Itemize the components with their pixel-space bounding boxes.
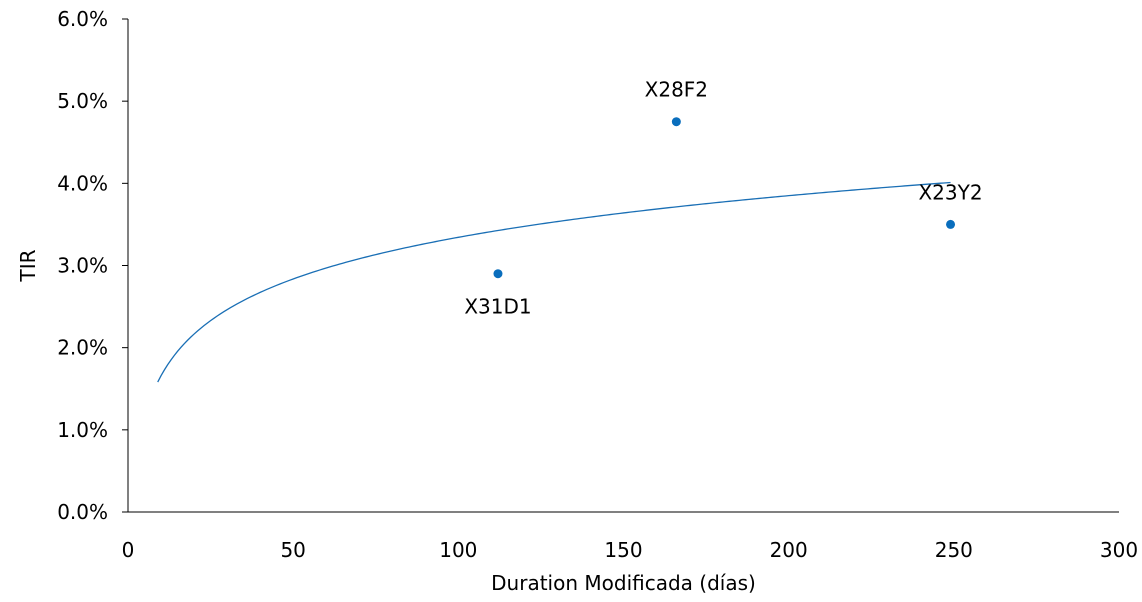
x-tick-label: 150 bbox=[604, 538, 642, 562]
data-point bbox=[493, 269, 503, 279]
y-tick-label: 5.0% bbox=[57, 89, 108, 113]
y-tick-label: 6.0% bbox=[57, 7, 108, 31]
trendline-layer bbox=[157, 181, 951, 383]
y-tick-label: 1.0% bbox=[57, 418, 108, 442]
data-point-label: X31D1 bbox=[464, 295, 531, 319]
data-point-label: X28F2 bbox=[645, 78, 708, 102]
y-axis: 0.0% 1.0% 2.0% 3.0% 4.0% 5.0% 6.0% bbox=[57, 7, 129, 524]
x-tick-label: 300 bbox=[1100, 538, 1138, 562]
y-axis-title: TIR bbox=[16, 249, 40, 282]
y-tick-label: 2.0% bbox=[57, 336, 108, 360]
trendline bbox=[157, 181, 951, 383]
y-tick-label: 0.0% bbox=[57, 500, 108, 524]
x-axis-title: Duration Modificada (días) bbox=[491, 571, 756, 595]
data-point bbox=[946, 219, 956, 229]
x-tick-label: 50 bbox=[280, 538, 305, 562]
data-point-label: X23Y2 bbox=[918, 180, 982, 204]
data-point bbox=[671, 117, 681, 127]
x-tick-label: 100 bbox=[439, 538, 477, 562]
y-tick-label: 3.0% bbox=[57, 254, 108, 278]
points-layer: X31D1 X28F2 X23Y2 bbox=[464, 78, 982, 319]
x-tick-label: 200 bbox=[770, 538, 808, 562]
x-tick-label: 250 bbox=[935, 538, 973, 562]
x-axis: 0 50 100 150 200 250 300 bbox=[122, 511, 1138, 562]
y-tick-label: 4.0% bbox=[57, 171, 108, 195]
x-tick-label: 0 bbox=[122, 538, 135, 562]
